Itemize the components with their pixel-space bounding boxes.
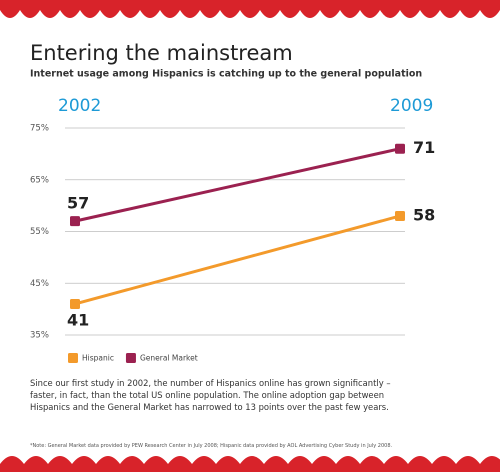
legend-swatch (125, 353, 136, 363)
y-tick-label: 65% (30, 175, 49, 185)
series-line (74, 214, 401, 306)
data-label: 71 (413, 138, 435, 157)
data-label: 41 (67, 310, 89, 329)
chart-subtitle: Internet usage among Hispanics is catchi… (30, 69, 422, 80)
data-label: 57 (67, 194, 89, 213)
x-tick-label: 2009 (390, 96, 433, 116)
y-tick-label: 35% (30, 331, 49, 341)
description: Since our first study in 2002, the numbe… (30, 378, 391, 412)
bottom-decoration (0, 456, 500, 472)
x-tick-label: 2002 (58, 96, 101, 116)
y-tick-label: 75% (30, 124, 49, 134)
data-label: 58 (413, 205, 435, 224)
data-point (395, 210, 405, 221)
footnote: *Note: General Market data provided by P… (30, 443, 393, 449)
series-line (74, 147, 401, 223)
data-point (70, 216, 80, 227)
legend-label: General Market (140, 354, 198, 363)
data-point (395, 143, 405, 154)
chart-title: Entering the mainstream (30, 41, 293, 65)
data-point (70, 298, 80, 309)
top-decoration (0, 0, 500, 18)
legend-swatch (68, 353, 78, 363)
y-tick-label: 45% (30, 279, 49, 289)
y-tick-label: 55% (30, 227, 49, 237)
legend-label: Hispanic (82, 354, 114, 363)
